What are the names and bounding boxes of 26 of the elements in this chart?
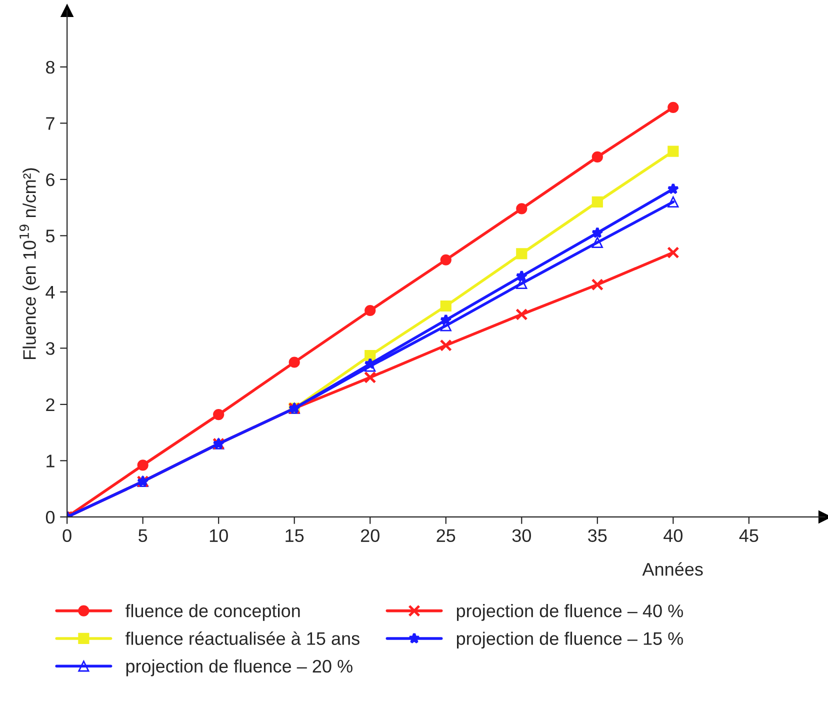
y-tick-label: 0 [46, 510, 55, 524]
y-tick-label: 8 [46, 60, 54, 74]
x-tick-label: 35 [588, 529, 607, 542]
x-tick-label: 5 [138, 529, 148, 542]
legend-label: projection de fluence – 20 % [126, 659, 352, 676]
legend-label: projection de fluence – 40 % [456, 604, 683, 621]
x-tick-label: 0 [62, 529, 72, 542]
y-tick-label: 6 [46, 173, 54, 186]
x-tick-label: 25 [436, 529, 456, 542]
x-tick-label: 20 [360, 529, 380, 542]
y-tick-label: 7 [46, 117, 54, 130]
legend-label: fluence réactualisée à 15 ans [125, 632, 360, 645]
x-tick-label: 30 [512, 529, 531, 542]
legend-label: projection de fluence – 15 % [456, 632, 683, 649]
x-tick-label: 40 [664, 529, 682, 542]
y-tick-label: 4 [46, 286, 55, 298]
y-tick-label: 5 [46, 230, 55, 242]
y-tick-label: 3 [46, 342, 54, 355]
y-tick-label: 2 [46, 398, 54, 411]
x-tick-label: 15 [286, 529, 304, 542]
x-axis-title: Années [642, 562, 703, 576]
x-tick-label: 45 [739, 529, 758, 542]
y-tick-label: 1 [46, 454, 54, 468]
legend-label: fluence de conception [125, 604, 300, 621]
y-axis-title: Fluence (en 10$^{19}$ n/cm²) [19, 168, 40, 360]
x-tick-label: 10 [210, 529, 228, 542]
